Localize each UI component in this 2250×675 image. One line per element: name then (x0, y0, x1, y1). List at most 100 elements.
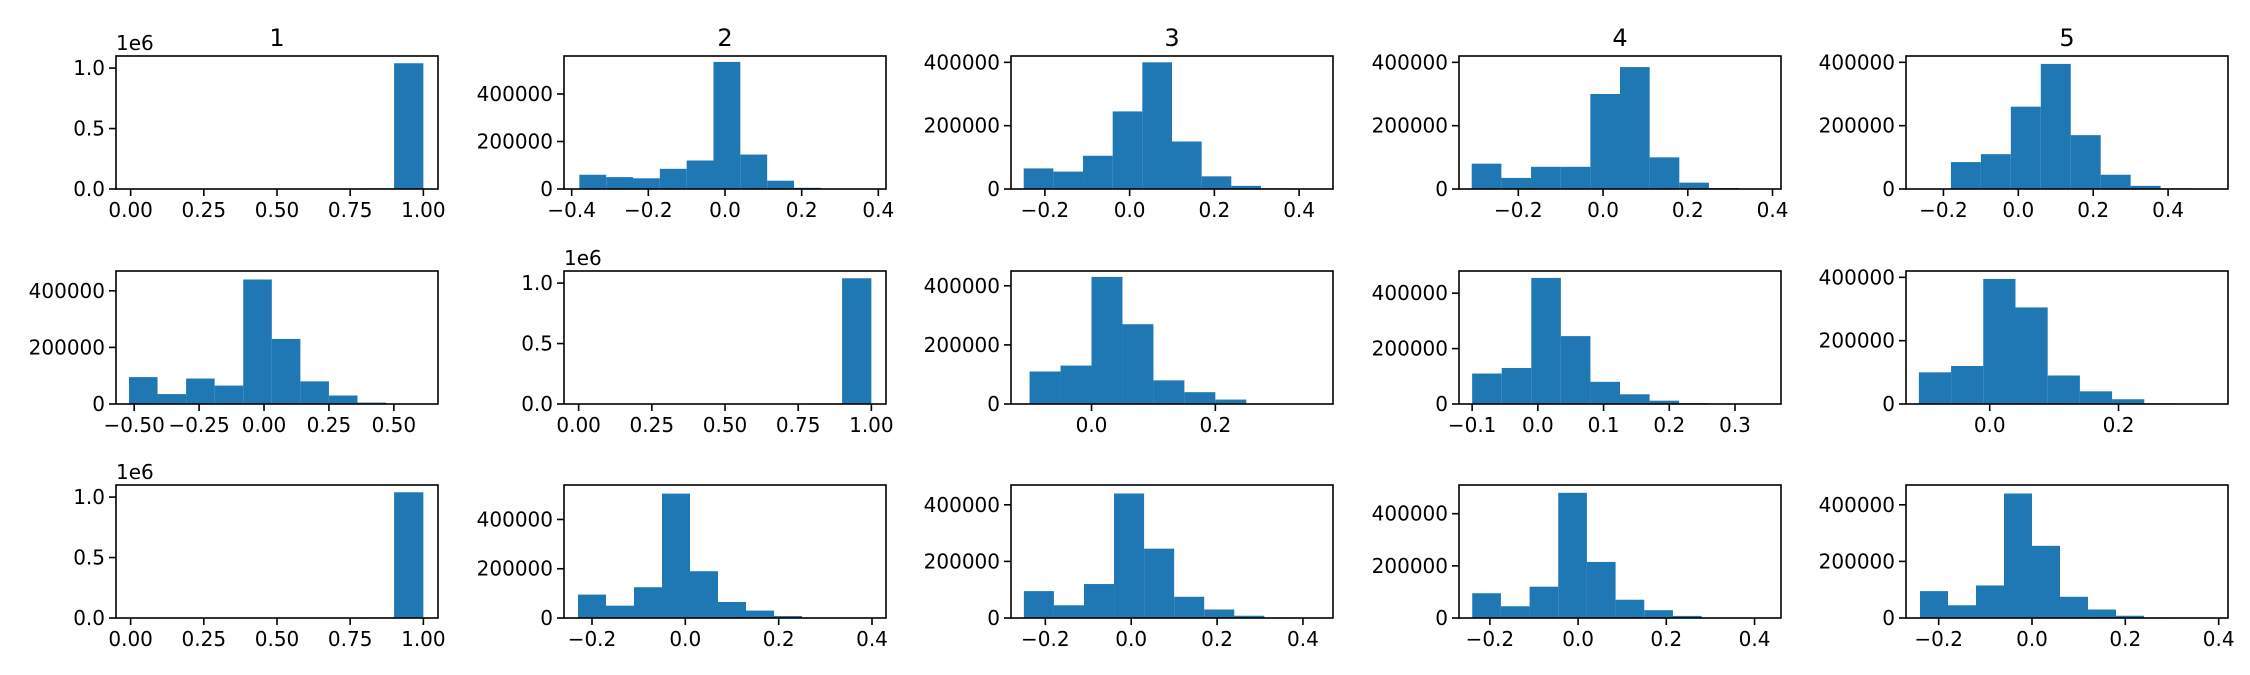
histogram-bar (2004, 493, 2032, 618)
histogram-bar (1215, 399, 1247, 404)
x-tick-label: 0.4 (1283, 198, 1315, 222)
x-tick-label: 0.3 (1719, 413, 1751, 437)
y-tick-label: 0.5 (521, 332, 553, 356)
axes-frame (1010, 484, 1334, 619)
x-tick-label: −0.2 (1021, 198, 1070, 222)
y-tick-label: 400000 (1372, 502, 1448, 526)
histogram-bar (1672, 615, 1702, 618)
x-tick-label: 0.0 (1115, 627, 1147, 651)
x-tick-label: 0.0 (1562, 627, 1594, 651)
histogram-panel-r1c2: −0.4 −0.2 0.0 0.2 0.4 0 200000 400000 2 (477, 24, 895, 222)
histogram-bar (1174, 596, 1205, 618)
histogram-bar (1976, 585, 2004, 618)
x-tick-label: 0.50 (255, 627, 300, 651)
y-tick-label: 400000 (1819, 493, 1895, 517)
histogram-bar (606, 605, 634, 618)
y-tick-label: 0 (987, 392, 1000, 416)
histogram-bar (740, 154, 768, 189)
y-tick-label: 0.0 (521, 392, 553, 416)
x-tick-label: 0.25 (307, 413, 352, 437)
histogram-panel-r1c4: −0.2 0.0 0.2 0.4 0 200000 400000 4 (1372, 24, 1789, 222)
histogram-panel-r1c3: −0.2 0.0 0.2 0.4 0 200000 400000 3 (924, 24, 1334, 222)
histogram-bar (1531, 277, 1561, 404)
histogram-bar (1529, 586, 1559, 618)
histogram-bar (1590, 381, 1620, 404)
histogram-bar (1122, 324, 1154, 404)
histogram-bar (1590, 94, 1620, 189)
histogram-panel-r1c5: −0.2 0.0 0.2 0.4 0 200000 400000 5 (1819, 24, 2229, 222)
histogram-bar (2112, 399, 2145, 404)
histogram-bar (1201, 176, 1232, 189)
x-tick-label: 0.0 (709, 198, 741, 222)
histogram-bar (1558, 492, 1587, 618)
histogram-bar (1620, 67, 1650, 189)
histogram-bar (1472, 373, 1502, 404)
x-tick-label: −0.2 (624, 198, 673, 222)
histogram-panel-r3c1: 0.00 0.25 0.50 0.75 1.00 0.0 0.5 1.0 1e6 (73, 460, 445, 651)
axes-frame (1458, 55, 1782, 190)
histogram-bar (328, 395, 358, 404)
histogram-bar (1983, 278, 2016, 404)
histogram-panel-r3c5: −0.2 0.0 0.2 0.4 0 200000 400000 (1819, 484, 2235, 651)
x-tick-label: 0.25 (182, 627, 227, 651)
histogram-bar (1586, 561, 1616, 618)
panel-title: 3 (1164, 24, 1179, 52)
y-tick-label: 0 (1882, 177, 1895, 201)
axes-frame (1905, 484, 2229, 619)
x-tick-label: 0.0 (1522, 413, 1554, 437)
x-tick-label: 0.50 (703, 413, 748, 437)
y-tick-label: 0 (540, 606, 553, 630)
histogram-bar (1091, 276, 1123, 404)
x-tick-label: 0.4 (862, 198, 894, 222)
y-offset-label: 1e6 (116, 31, 154, 55)
x-tick-label: 0.00 (108, 198, 153, 222)
x-tick-label: 0.2 (2109, 627, 2141, 651)
histogram-bar (1531, 166, 1561, 189)
x-tick-label: 0.4 (1287, 627, 1319, 651)
histogram-bar (2116, 615, 2144, 618)
y-tick-label: 1.0 (73, 485, 105, 509)
x-tick-label: 0.4 (2203, 627, 2235, 651)
x-tick-label: 0.00 (556, 413, 601, 437)
x-tick-label: 0.4 (856, 627, 888, 651)
y-tick-label: 200000 (477, 557, 553, 581)
histogram-bar (1142, 62, 1172, 190)
y-tick-label: 400000 (1372, 50, 1448, 74)
axes-frame (563, 484, 887, 619)
x-tick-label: 0.0 (1974, 413, 2006, 437)
y-tick-label: 400000 (1372, 281, 1448, 305)
histogram-bar (243, 279, 272, 404)
y-tick-label: 1.0 (521, 271, 553, 295)
y-tick-label: 0.0 (73, 606, 105, 630)
y-tick-label: 0 (92, 392, 105, 416)
x-tick-label: −0.50 (104, 413, 165, 437)
histogram-bar (1114, 493, 1145, 618)
x-tick-label: 1.00 (849, 413, 894, 437)
histogram-bar (1649, 157, 1680, 189)
histogram-bar (578, 594, 606, 618)
histogram-bar (1172, 141, 1202, 189)
x-tick-label: 0.0 (2002, 198, 2034, 222)
histogram-bar (713, 61, 741, 189)
y-tick-label: 200000 (1372, 554, 1448, 578)
y-tick-label: 400000 (477, 507, 553, 531)
panel-title: 5 (2059, 24, 2074, 52)
histogram-bar (774, 616, 802, 618)
histogram-bar (633, 178, 660, 189)
histogram-bar (1501, 367, 1532, 404)
y-tick-label: 200000 (924, 549, 1000, 573)
x-tick-label: 0.00 (242, 413, 287, 437)
axes-frame (1905, 55, 2229, 190)
x-tick-label: 0.2 (1198, 198, 1230, 222)
histogram-bar (214, 385, 244, 404)
histogram-bar (1083, 155, 1113, 189)
histogram-bar (1234, 615, 1265, 618)
histogram-bar (1649, 400, 1680, 404)
histogram-bar (1500, 606, 1530, 618)
histogram-bar (2079, 391, 2113, 404)
x-tick-label: −0.2 (1466, 627, 1515, 651)
histogram-panel-r2c3: 0.0 0.2 0 200000 400000 (924, 270, 1334, 437)
y-tick-label: 400000 (924, 493, 1000, 517)
y-offset-label: 1e6 (564, 246, 602, 270)
